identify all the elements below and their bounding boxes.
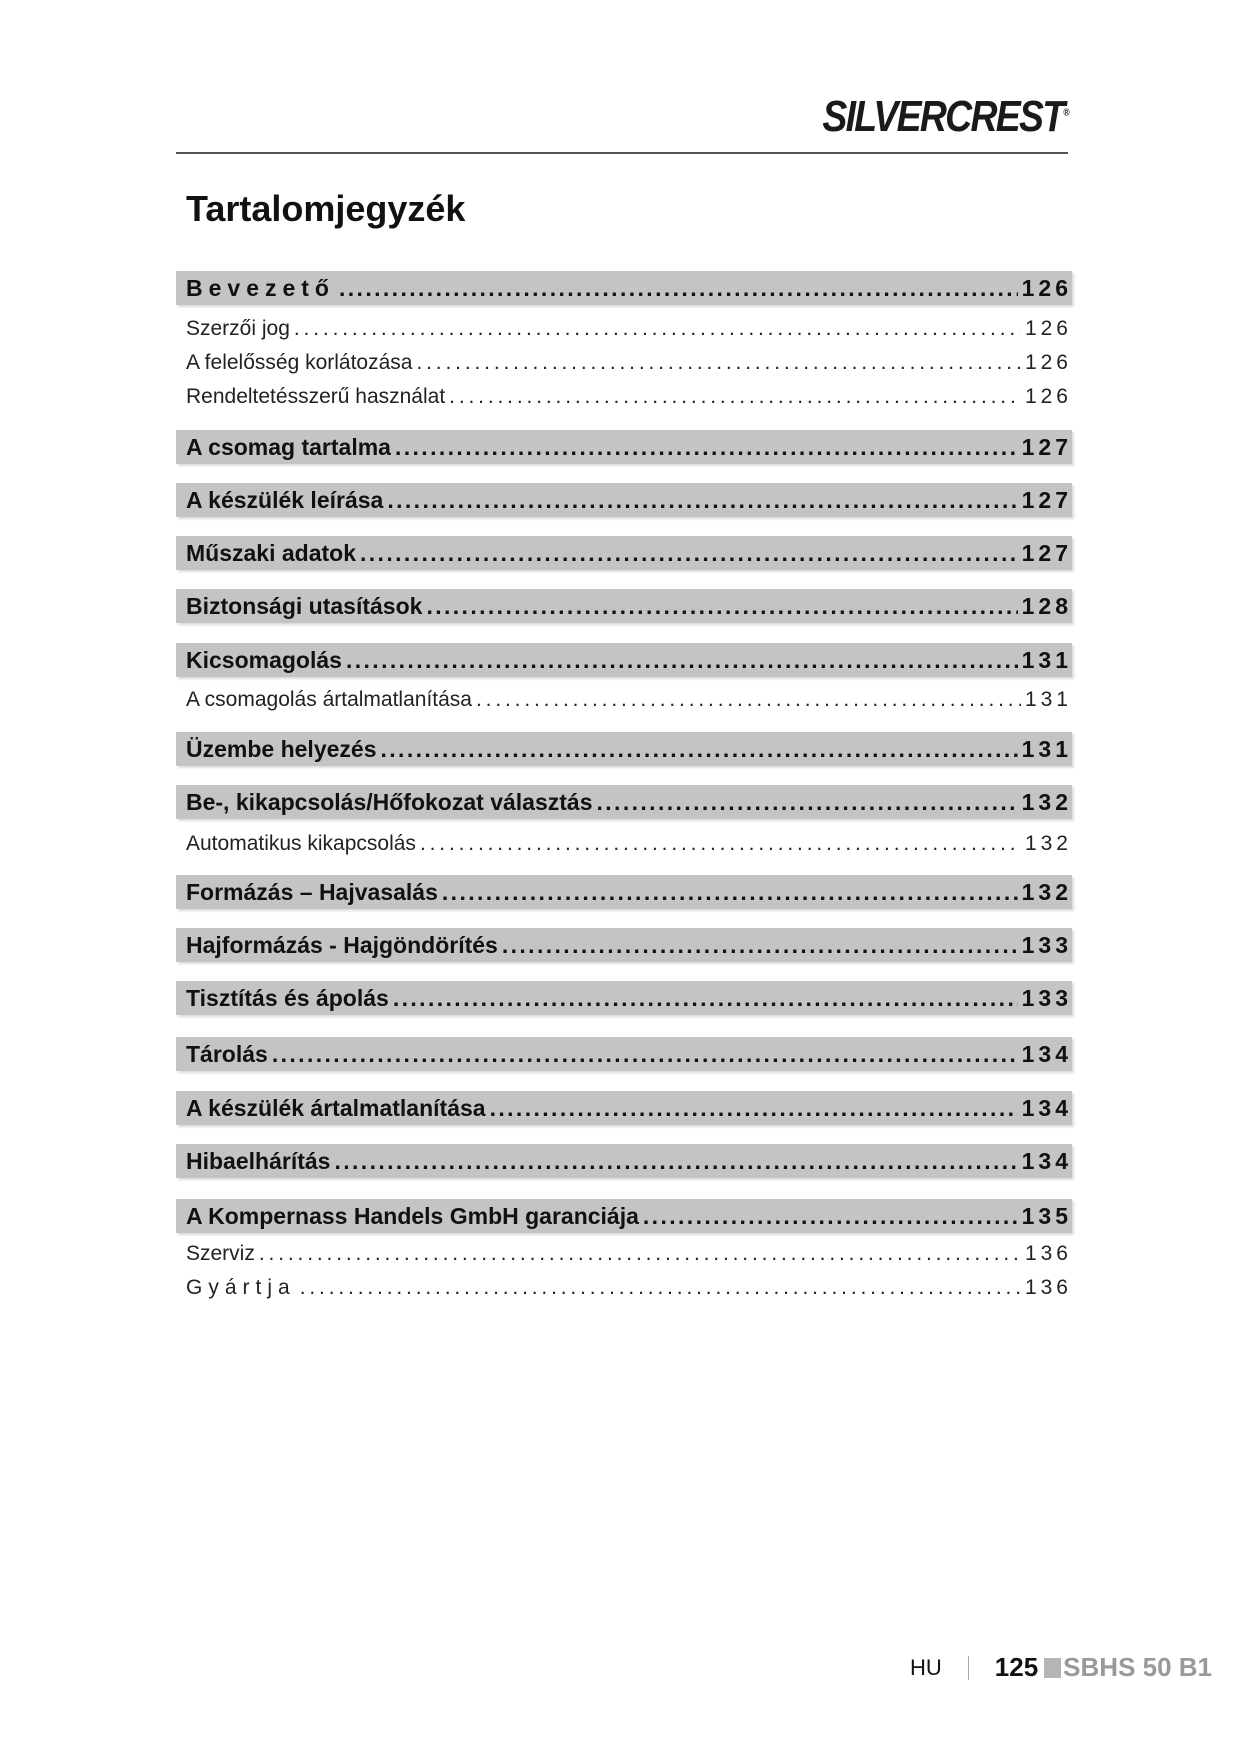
dot-leader (449, 385, 1021, 409)
dot-leader (294, 317, 1021, 341)
toc-entry-label: Gyártja (186, 1276, 296, 1299)
toc-entry-page: 131 (1024, 688, 1072, 711)
toc-entry-label: Bevezető (186, 274, 335, 301)
dot-leader (300, 1276, 1021, 1300)
silvercrest-logo: SILVERCREST® (822, 92, 1069, 141)
dot-leader (426, 593, 1017, 620)
toc-entry-page: 127 (1021, 539, 1072, 566)
model-number: SBHS 50 B1 (1063, 1652, 1213, 1682)
dot-leader (334, 1148, 1017, 1175)
toc-entry-page: 136 (1024, 1242, 1072, 1265)
toc-entry[interactable]: A készülék leírása 127 (176, 483, 1072, 517)
toc-entry-page: 126 (1024, 317, 1072, 340)
dot-leader (346, 647, 1018, 674)
dot-leader (339, 275, 1018, 302)
toc-entry-label: Formázás – Hajvasalás (186, 878, 438, 905)
dot-leader (420, 832, 1021, 856)
toc-entry-label: Automatikus kikapcsolás (186, 832, 416, 855)
toc-entry-label: Szerzői jog (186, 317, 290, 340)
dot-leader (643, 1203, 1018, 1230)
toc-entry-page: 126 (1024, 351, 1072, 374)
toc-entry[interactable]: A csomagolás ártalmatlanítása 131 (176, 685, 1072, 715)
dot-leader (387, 487, 1017, 514)
dot-leader (416, 351, 1020, 375)
toc-entry[interactable]: Rendeltetésszerű használat 126 (176, 382, 1072, 412)
toc-entry-label: Szerviz (186, 1242, 255, 1265)
toc-entry-page: 135 (1021, 1202, 1072, 1229)
dot-leader (395, 434, 1018, 461)
dot-leader (597, 789, 1018, 816)
dot-leader (490, 1095, 1018, 1122)
language-code: HU (910, 1654, 942, 1680)
toc-entry[interactable]: Szerzői jog 126 (176, 314, 1072, 344)
toc-entry[interactable]: A csomag tartalma 127 (176, 430, 1072, 464)
toc-entry[interactable]: Szerviz 136 (176, 1239, 1072, 1269)
toc-entry-page: 127 (1021, 486, 1072, 513)
toc-entry-label: Hibaelhárítás (186, 1147, 331, 1174)
toc-entry[interactable]: Üzembe helyezés 131 (176, 732, 1072, 766)
toc-entry[interactable]: Kicsomagolás 131 (176, 643, 1072, 677)
toc-entry-label: Műszaki adatok (186, 539, 356, 566)
toc-entry-page: 134 (1021, 1040, 1072, 1067)
toc-entry-label: Be-, kikapcsolás/Hőfokozat választás (186, 788, 593, 815)
toc-entry[interactable]: Be-, kikapcsolás/Hőfokozat választás 132 (176, 785, 1072, 819)
toc-entry-page: 126 (1021, 274, 1072, 301)
toc-entry[interactable]: Automatikus kikapcsolás 132 (176, 829, 1072, 859)
dot-leader (502, 932, 1018, 959)
toc-entry[interactable]: Gyártja 136 (176, 1273, 1072, 1303)
toc-entry-label: A csomagolás ártalmatlanítása (186, 688, 472, 711)
toc-entry-label: Üzembe helyezés (186, 735, 377, 762)
toc-entry-page: 134 (1021, 1094, 1072, 1121)
toc-entry-label: A készülék leírása (186, 486, 384, 513)
page-footer: HU 125 SBHS 50 B1 (910, 1652, 1212, 1683)
dot-leader (476, 688, 1021, 712)
square-marker-icon (1044, 1657, 1062, 1678)
dot-leader (380, 736, 1017, 763)
toc-entry-page: 131 (1021, 735, 1072, 762)
toc-entry-label: A Kompernass Handels GmbH garanciája (186, 1202, 639, 1229)
toc-entry-page: 132 (1021, 878, 1072, 905)
toc-entry-label: Tisztítás és ápolás (186, 984, 389, 1011)
toc-entry-page: 128 (1021, 592, 1072, 619)
toc-entry-label: Kicsomagolás (186, 646, 342, 673)
toc-entry[interactable]: A Kompernass Handels GmbH garanciája 135 (176, 1199, 1072, 1233)
toc-entry-label: Rendeltetésszerű használat (186, 385, 446, 408)
header-rule (176, 152, 1068, 154)
toc-entry[interactable]: A készülék ártalmatlanítása 134 (176, 1091, 1072, 1125)
toc-entry-page: 133 (1021, 931, 1072, 958)
toc-entry-page: 127 (1021, 433, 1072, 460)
dot-leader (360, 540, 1018, 567)
toc-entry[interactable]: Hibaelhárítás 134 (176, 1144, 1072, 1178)
toc-entry-label: Biztonsági utasítások (186, 592, 423, 619)
toc-entry-page: 134 (1021, 1147, 1072, 1174)
toc-entry-label: Hajformázás - Hajgöndörítés (186, 931, 498, 958)
dot-leader (259, 1242, 1021, 1266)
dot-leader (393, 985, 1018, 1012)
toc-entry-page: 132 (1024, 832, 1072, 855)
toc-entry-label: A készülék ártalmatlanítása (186, 1094, 486, 1121)
toc-entry[interactable]: Tárolás 134 (176, 1037, 1072, 1071)
toc-entry[interactable]: Hajformázás - Hajgöndörítés 133 (176, 928, 1072, 962)
toc-entry-page: 132 (1021, 788, 1072, 815)
toc-entry[interactable]: Biztonsági utasítások 128 (176, 589, 1072, 623)
toc-entry-page: 133 (1021, 984, 1072, 1011)
toc-entry-page: 126 (1024, 385, 1072, 408)
toc-entry[interactable]: Műszaki adatok 127 (176, 536, 1072, 570)
dot-leader (272, 1041, 1018, 1068)
footer-separator (967, 1655, 969, 1680)
toc-entry[interactable]: Formázás – Hajvasalás 132 (176, 875, 1072, 909)
toc-entry[interactable]: Tisztítás és ápolás 133 (176, 981, 1072, 1015)
toc-entry-page: 131 (1021, 646, 1072, 673)
toc-entry[interactable]: A felelősség korlátozása 126 (176, 348, 1072, 378)
toc-entry-label: Tárolás (186, 1040, 268, 1067)
toc-entry-page: 136 (1024, 1276, 1072, 1299)
page-number: 125 (994, 1652, 1039, 1682)
toc-entry-label: A csomag tartalma (186, 433, 391, 460)
toc-entry[interactable]: Bevezető 126 (176, 271, 1072, 305)
page-title: Tartalomjegyzék (186, 188, 466, 229)
dot-leader (442, 879, 1018, 906)
toc-entry-label: A felelősség korlátozása (186, 351, 413, 374)
